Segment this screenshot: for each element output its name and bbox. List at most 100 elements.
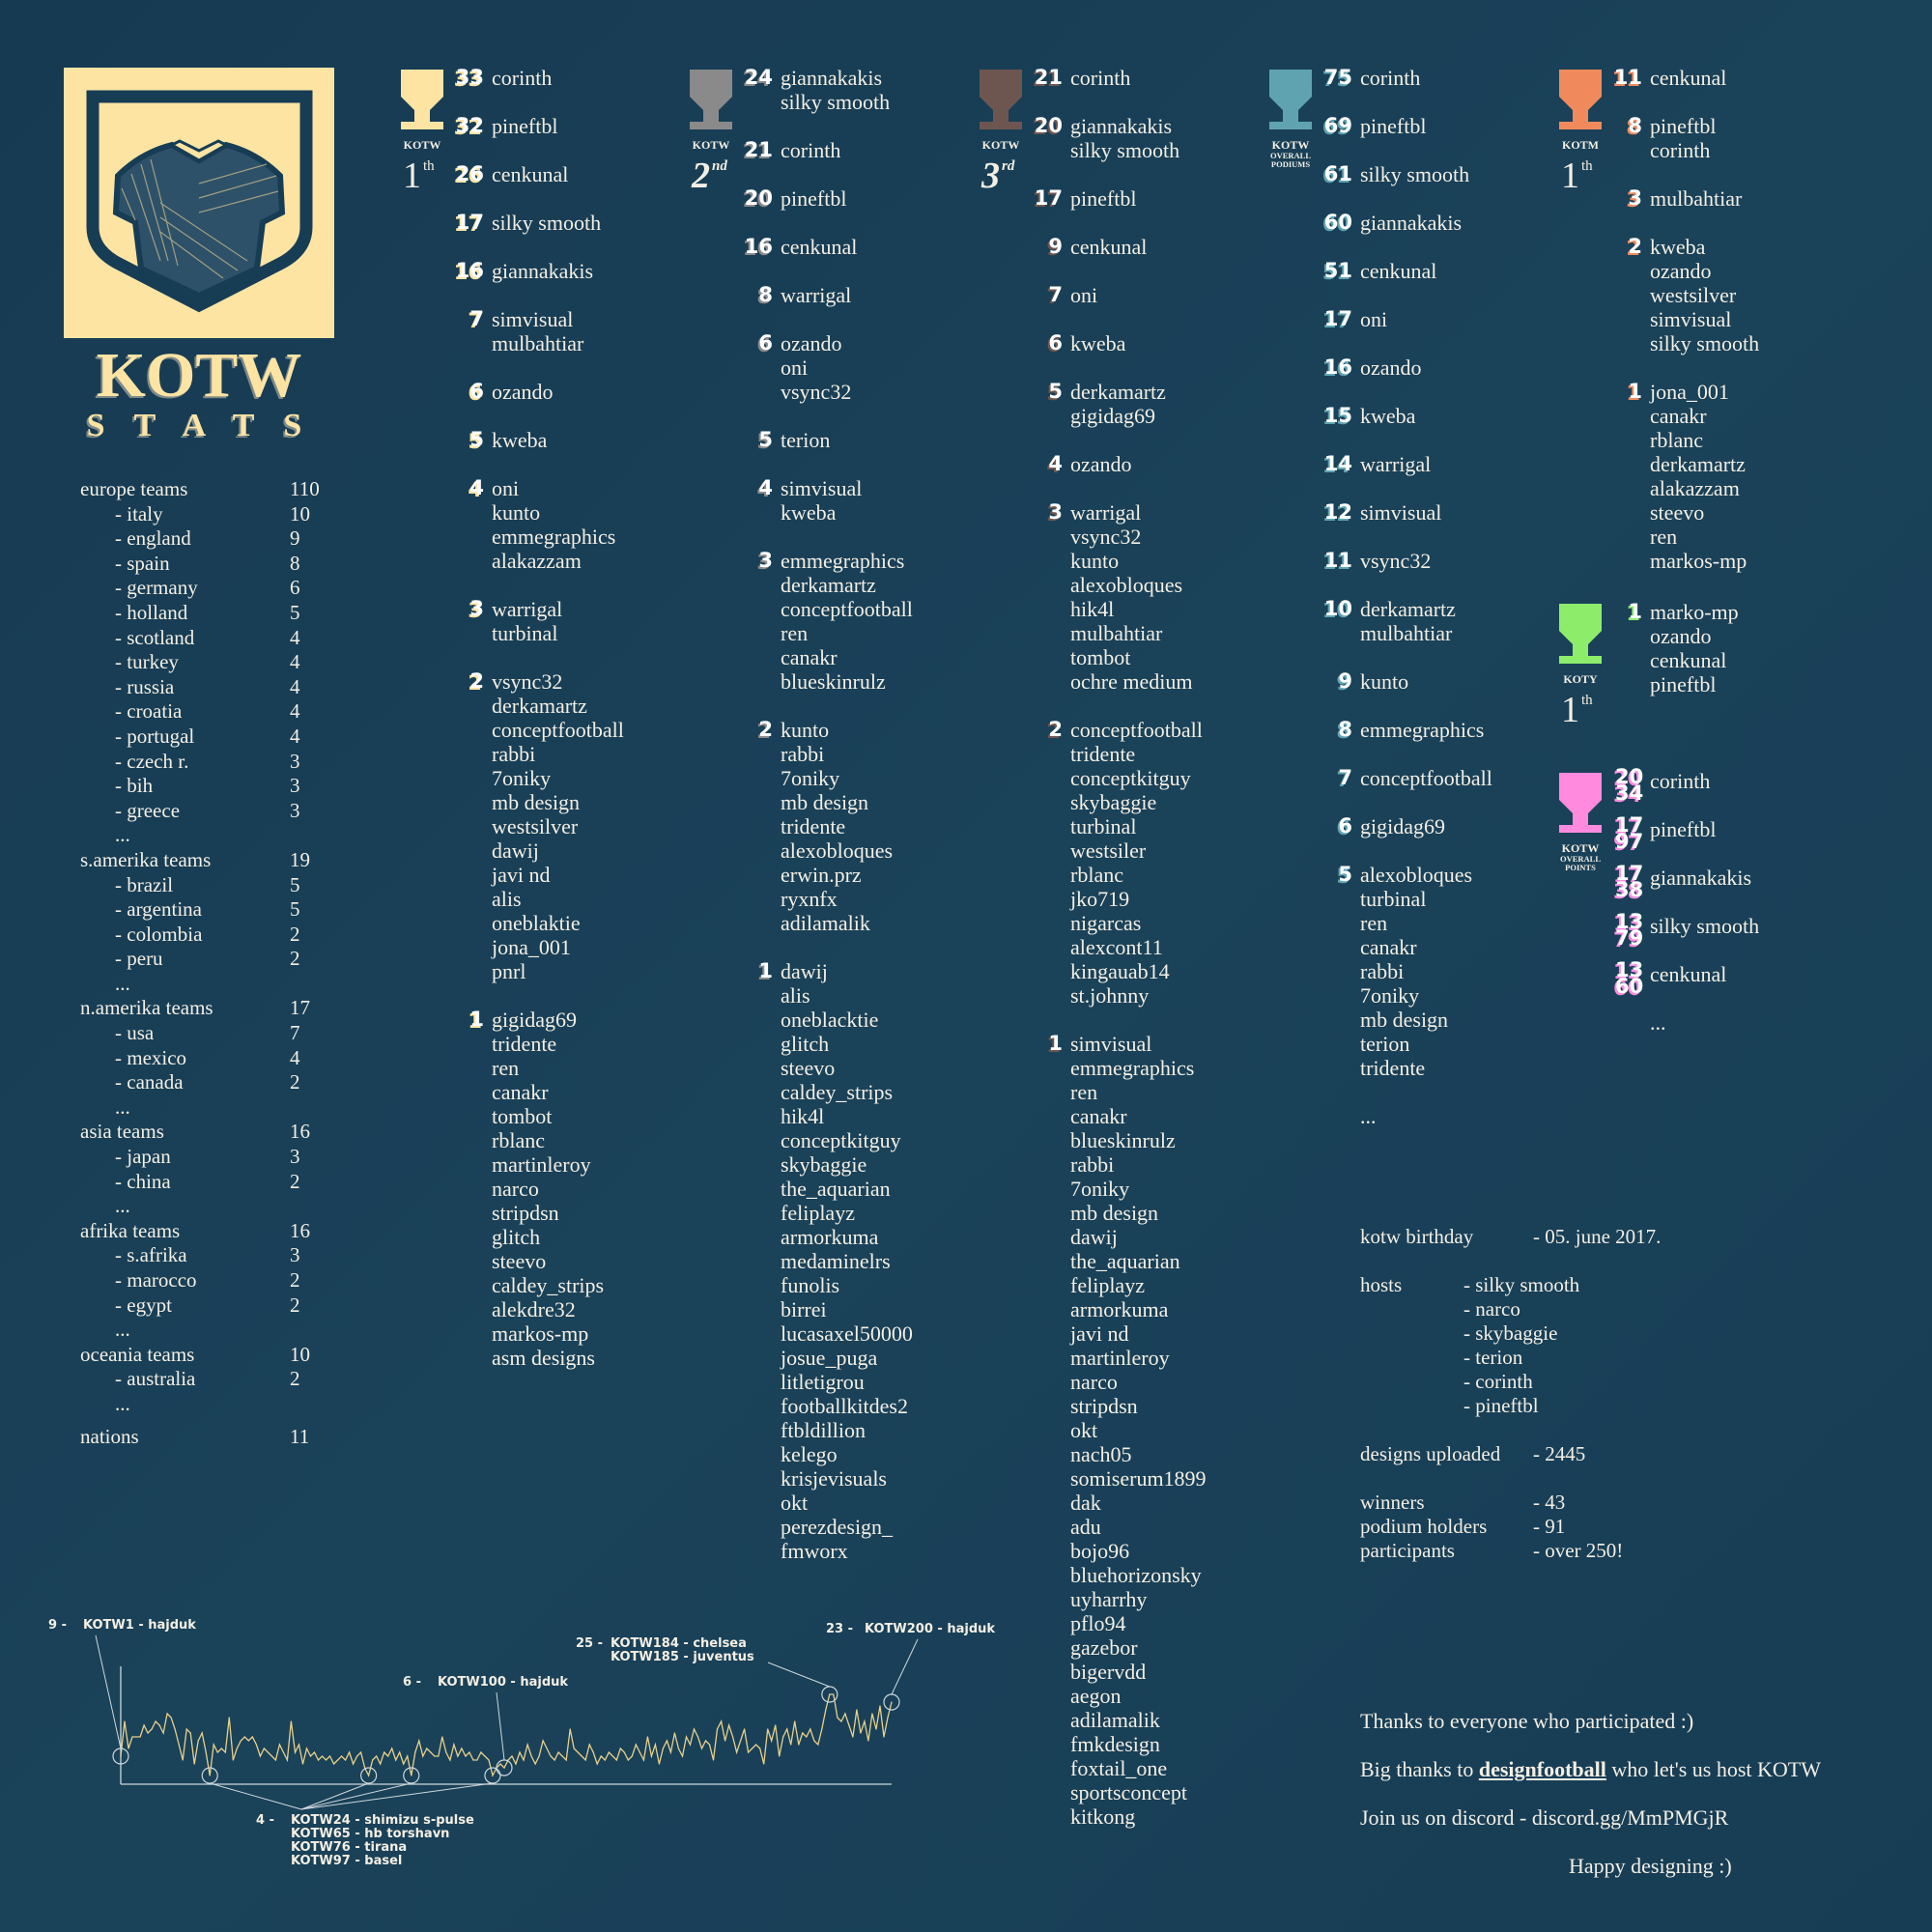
country-name: - england xyxy=(115,526,191,551)
designer-names: pineftbl xyxy=(1360,114,1607,138)
designer-names: silky smooth xyxy=(1360,162,1607,186)
data-point xyxy=(727,1724,730,1726)
data-point xyxy=(731,1736,734,1738)
designer-names: corinth xyxy=(1360,66,1607,90)
designer-name: caldey_strips xyxy=(781,1080,894,1104)
designer-name: mb design xyxy=(492,790,581,814)
data-point xyxy=(162,1732,164,1734)
data-point xyxy=(615,1759,617,1761)
data-point xyxy=(170,1717,172,1719)
designer-name: adilamalik xyxy=(1070,1708,1160,1732)
data-point xyxy=(411,1775,412,1776)
country-row: - czech r. 3 xyxy=(80,750,331,775)
more-ellipsis: ... xyxy=(115,1094,130,1119)
annotation-entry: KOTW97 - basel xyxy=(291,1854,402,1868)
discord-line[interactable]: Join us on discord - discord.gg/MmPMGjR xyxy=(1360,1805,1729,1830)
designer-name: stripdsn xyxy=(1070,1394,1138,1418)
designer-names: kweba ozando westsilver simvisual silky smoo… xyxy=(1650,235,1897,355)
country-value: 10 xyxy=(290,501,310,526)
data-point xyxy=(205,1751,207,1753)
designer-name: giannakakis xyxy=(1360,211,1463,235)
count-value: 24 xyxy=(744,66,773,89)
designer-name: pineftbl xyxy=(1650,672,1717,696)
data-point xyxy=(829,1693,831,1695)
data-point xyxy=(565,1759,567,1761)
designer-names: kweba xyxy=(492,428,739,452)
country-value: 2 xyxy=(290,1169,300,1193)
region-label: n.amerika teams xyxy=(80,996,213,1020)
designer-names: silky smooth xyxy=(1650,914,1897,938)
country-name: - colombia xyxy=(115,922,203,946)
designer-name: mb design xyxy=(1360,1008,1449,1032)
designer-names: terion xyxy=(781,428,1028,452)
designer-names: ozando xyxy=(1070,452,1318,476)
designer-name: okt xyxy=(1070,1418,1098,1442)
host-row: - skybaggie xyxy=(1360,1321,1557,1346)
data-point xyxy=(704,1740,707,1742)
data-point xyxy=(209,1775,211,1776)
country-row: - croatia 4 xyxy=(80,699,331,724)
data-point xyxy=(243,1736,245,1738)
data-point xyxy=(786,1728,788,1730)
data-point xyxy=(569,1728,571,1730)
data-point xyxy=(236,1747,238,1749)
designer-name: vsync32 xyxy=(492,669,563,694)
data-point xyxy=(422,1755,424,1757)
trophy-label-line: OVERALL xyxy=(1559,853,1602,864)
data-point xyxy=(523,1759,525,1761)
designer-names: warrigal xyxy=(781,283,1028,307)
region-label: afrika teams xyxy=(80,1218,181,1242)
country-name: - australia xyxy=(115,1367,196,1391)
designer-name: ozando xyxy=(1360,355,1422,380)
designer-name: derkamartz xyxy=(492,694,587,718)
designer-name: hik4l xyxy=(781,1104,825,1128)
count-value: 5 xyxy=(758,428,773,451)
trophy-label-line: PODIUMS xyxy=(1270,158,1311,169)
trophy-label: KOTW xyxy=(387,139,457,152)
designer-names: vsync32 derkamartz conceptfootball rabbi 7on… xyxy=(492,669,739,983)
count-value: 2034 xyxy=(1615,765,1644,805)
country-value: 3 xyxy=(290,774,300,798)
count-value: 2 xyxy=(1048,718,1063,741)
count-value: 1 xyxy=(469,1008,484,1031)
designer-name: ... xyxy=(1650,1010,1666,1035)
designfootball-link[interactable]: designfootball xyxy=(1478,1757,1606,1781)
host-name: - narco xyxy=(1463,1297,1520,1321)
count-value: 32 xyxy=(455,114,484,137)
country-value: 5 xyxy=(290,872,300,896)
data-point xyxy=(712,1759,715,1761)
count-value: 6 xyxy=(1048,331,1063,355)
country-row: - russia 4 xyxy=(80,675,331,700)
designer-name: cenkunal xyxy=(1360,259,1437,283)
count-value: 12 xyxy=(1323,500,1352,524)
data-point xyxy=(825,1709,827,1711)
designer-name: warrigal xyxy=(1360,452,1432,476)
host-name: - skybaggie xyxy=(1463,1321,1558,1345)
data-point xyxy=(461,1747,463,1749)
designer-name: mulbahtiar xyxy=(492,331,584,355)
designer-name: aegon xyxy=(1070,1684,1122,1708)
region-row: afrika teams 16 xyxy=(80,1219,331,1244)
designer-name: ... xyxy=(1360,1104,1377,1128)
ranking-group: 7 conceptfootball xyxy=(1318,766,1607,790)
leader-line xyxy=(95,1634,122,1749)
country-name: - scotland xyxy=(115,625,195,649)
data-point xyxy=(449,1759,451,1761)
designer-names: mulbahtiar xyxy=(1650,186,1897,211)
annotation-entry: KOTW200 - hajduk xyxy=(865,1622,995,1636)
data-point xyxy=(263,1747,265,1749)
designer-name: pineftbl xyxy=(781,186,847,211)
data-point xyxy=(852,1736,854,1738)
data-point xyxy=(542,1740,544,1742)
designer-name: canakr xyxy=(781,645,838,669)
designer-names: dawij alis oneblacktie glitch steevo caldey_s… xyxy=(781,959,1028,1563)
country-row: - greece 3 xyxy=(80,799,331,824)
designer-name: canakr xyxy=(1070,1104,1127,1128)
designer-names: giannakakis xyxy=(1360,211,1607,235)
data-point xyxy=(608,1751,610,1753)
designer-name: corinth xyxy=(492,66,553,90)
ranking-group: 6 ozando oni vsync32 xyxy=(738,331,1028,404)
country-name: - germany xyxy=(115,576,198,600)
country-row: - china 2 xyxy=(80,1170,331,1195)
ranking-group: 2 vsync32 derkamartz conceptfootball rabbi 7o… xyxy=(449,669,739,983)
